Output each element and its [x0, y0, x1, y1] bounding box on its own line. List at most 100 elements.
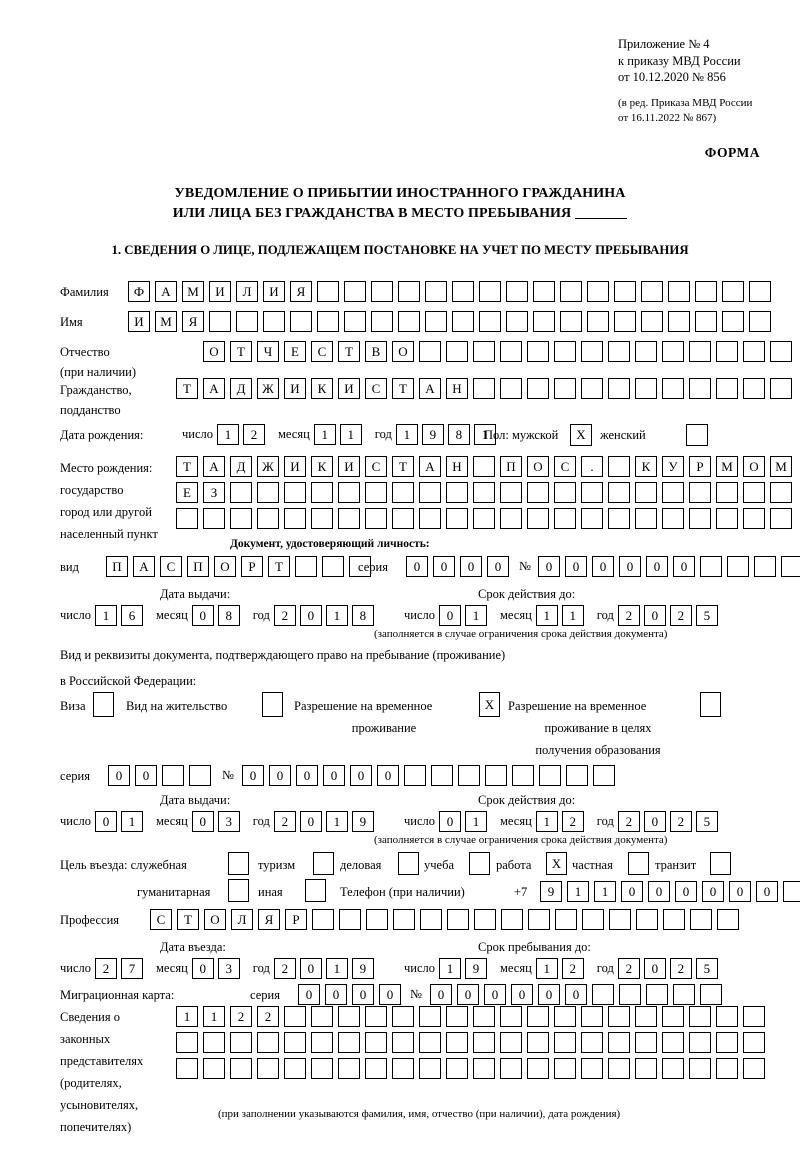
profession-cell[interactable]: [528, 909, 550, 930]
name-cell[interactable]: [452, 311, 474, 332]
legal-rep-row-3-boxes[interactable]: [176, 1058, 765, 1079]
birthplace-cell[interactable]: [338, 508, 360, 529]
entry-date-year-cell[interactable]: 9: [351, 958, 374, 979]
birthplace-cell[interactable]: [392, 508, 414, 529]
iddoc-issue-year-cell[interactable]: 8: [351, 605, 374, 626]
citizenship-cell[interactable]: [473, 378, 495, 399]
patronymic-cell[interactable]: [419, 341, 441, 362]
iddoc-kind-cell[interactable]: П: [187, 556, 209, 577]
iddoc-number-cell[interactable]: 0: [673, 556, 695, 577]
birthplace-cell[interactable]: З: [203, 482, 225, 503]
patronymic-cell[interactable]: Ч: [257, 341, 279, 362]
patronymic-cell[interactable]: Т: [230, 341, 252, 362]
birthplace-cell[interactable]: У: [662, 456, 684, 477]
legal-rep-cell[interactable]: [608, 1058, 630, 1079]
birthplace-cell[interactable]: [554, 482, 576, 503]
name-cell[interactable]: [587, 311, 609, 332]
patronymic-cell[interactable]: [581, 341, 603, 362]
birthplace-cell[interactable]: .: [581, 456, 603, 477]
surname-cell[interactable]: Я: [290, 281, 312, 302]
right-doc-number-cell[interactable]: [566, 765, 588, 786]
purpose-private-checkbox[interactable]: [628, 852, 649, 875]
iddoc-issue-day-cell[interactable]: 6: [121, 605, 144, 626]
birthplace-cell[interactable]: [635, 508, 657, 529]
citizenship-cell[interactable]: И: [284, 378, 306, 399]
iddoc-issue-month-cell[interactable]: 8: [217, 605, 240, 626]
iddoc-kind-cell[interactable]: [322, 556, 344, 577]
birthplace-cell[interactable]: М: [716, 456, 738, 477]
iddoc-issue-month-cell[interactable]: 0: [191, 605, 214, 626]
legal-rep-cell[interactable]: [284, 1058, 306, 1079]
phone-cell[interactable]: [783, 881, 800, 902]
birthplace-cell[interactable]: [608, 508, 630, 529]
birthplace-cell[interactable]: [743, 482, 765, 503]
migration-number-cell[interactable]: 0: [457, 984, 479, 1005]
legal-rep-cell[interactable]: [392, 1006, 414, 1027]
legal-rep-cell[interactable]: [500, 1032, 522, 1053]
stay-until-year-cell[interactable]: 2: [617, 958, 640, 979]
legal-rep-cell[interactable]: 1: [176, 1006, 198, 1027]
iddoc-kind-cell[interactable]: [349, 556, 371, 577]
legal-rep-cell[interactable]: [230, 1032, 252, 1053]
entry-date-year-cell[interactable]: 1: [325, 958, 348, 979]
purpose-official-checkbox[interactable]: [228, 852, 249, 875]
iddoc-number-cell[interactable]: 0: [619, 556, 641, 577]
birthdate-year-cell[interactable]: 9: [421, 424, 444, 445]
right-doc-issue-day-cell[interactable]: 0: [95, 811, 118, 832]
citizenship-cell[interactable]: Ж: [257, 378, 279, 399]
legal-rep-cell[interactable]: [473, 1006, 495, 1027]
right-doc-issue-month-cell[interactable]: 0: [191, 811, 214, 832]
legal-rep-cell[interactable]: [446, 1006, 468, 1027]
legal-rep-cell[interactable]: [743, 1006, 765, 1027]
birthplace-cell[interactable]: Д: [230, 456, 252, 477]
iddoc-valid-year-cell[interactable]: 5: [695, 605, 718, 626]
profession-cell[interactable]: [447, 909, 469, 930]
name-cell[interactable]: [722, 311, 744, 332]
right-doc-valid-day-cell[interactable]: 0: [439, 811, 462, 832]
profession-cell[interactable]: Л: [231, 909, 253, 930]
phone-cell[interactable]: 0: [756, 881, 778, 902]
birthplace-cell[interactable]: [446, 482, 468, 503]
legal-rep-cell[interactable]: [392, 1058, 414, 1079]
iddoc-valid-month-cell[interactable]: 1: [561, 605, 584, 626]
legal-rep-cell[interactable]: [554, 1006, 576, 1027]
name-cell[interactable]: [533, 311, 555, 332]
patronymic-cell[interactable]: [770, 341, 792, 362]
temp-residence-checkbox[interactable]: X: [479, 692, 500, 717]
surname-cell[interactable]: [425, 281, 447, 302]
name-cell[interactable]: [398, 311, 420, 332]
legal-rep-cell[interactable]: [176, 1032, 198, 1053]
iddoc-valid-day-cell[interactable]: 1: [465, 605, 488, 626]
iddoc-issue-year-cell[interactable]: 0: [299, 605, 322, 626]
right-doc-issue-year-cell[interactable]: 0: [299, 811, 322, 832]
citizenship-cell[interactable]: [527, 378, 549, 399]
migration-number-cell[interactable]: 0: [565, 984, 587, 1005]
patronymic-cell[interactable]: [527, 341, 549, 362]
legal-rep-cell[interactable]: [716, 1058, 738, 1079]
residence-permit-checkbox[interactable]: [262, 692, 283, 717]
profession-cell[interactable]: Р: [285, 909, 307, 930]
iddoc-kind-cell[interactable]: П: [106, 556, 128, 577]
legal-rep-cell[interactable]: [365, 1058, 387, 1079]
name-cell[interactable]: [560, 311, 582, 332]
legal-rep-cell[interactable]: [716, 1006, 738, 1027]
citizenship-cell[interactable]: К: [311, 378, 333, 399]
surname-cell[interactable]: [317, 281, 339, 302]
name-cell[interactable]: [236, 311, 258, 332]
birthplace-cell[interactable]: [716, 508, 738, 529]
birthplace-cell[interactable]: [689, 508, 711, 529]
iddoc-series-cell[interactable]: 0: [406, 556, 428, 577]
iddoc-series-cell[interactable]: 0: [460, 556, 482, 577]
profession-cell[interactable]: [312, 909, 334, 930]
right-doc-valid-year-cell[interactable]: 0: [643, 811, 666, 832]
surname-cell[interactable]: [722, 281, 744, 302]
citizenship-cell[interactable]: А: [419, 378, 441, 399]
migration-series-cell[interactable]: 0: [325, 984, 347, 1005]
legal-rep-cell[interactable]: [581, 1058, 603, 1079]
right-doc-issue-group[interactable]: число 0 1 месяц 0 3 год 2 0 1 9: [60, 811, 378, 832]
profession-cell[interactable]: [690, 909, 712, 930]
citizenship-cell[interactable]: [662, 378, 684, 399]
